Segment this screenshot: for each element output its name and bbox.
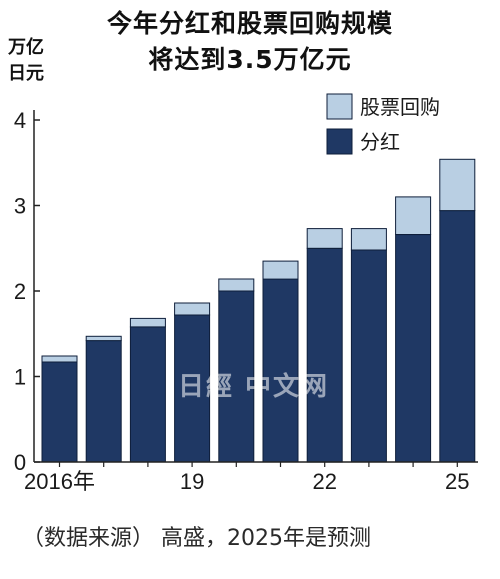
bar-buybacks	[439, 158, 476, 212]
chart-title-line2: 将达到3.5万亿元	[148, 45, 352, 74]
bar-buybacks	[41, 355, 78, 363]
x-tick-label: 22	[312, 469, 336, 494]
x-tick-label: 19	[180, 469, 204, 494]
y-tick-label: 1	[14, 365, 26, 390]
bar-buybacks	[174, 302, 211, 316]
bar-dividends	[395, 234, 432, 463]
legend-swatch	[326, 93, 353, 120]
bar-buybacks	[218, 278, 255, 292]
bar-buybacks	[350, 228, 387, 251]
watermark-logo: 日經 中文网	[178, 372, 330, 402]
bar-dividends	[306, 247, 343, 463]
y-tick-label: 2	[14, 279, 26, 304]
bar-dividends	[350, 249, 387, 463]
x-tick-label: 2016年	[24, 469, 95, 494]
x-tick-label: 25	[445, 469, 469, 494]
bar-buybacks	[129, 317, 166, 328]
bar-buybacks	[85, 335, 122, 342]
y-unit-line1: 万亿	[8, 37, 44, 58]
y-tick-label: 3	[14, 194, 26, 219]
bar-dividends	[41, 361, 78, 463]
y-unit-line2: 日元	[8, 63, 44, 84]
bar-dividends	[129, 326, 166, 463]
bar-buybacks	[262, 260, 299, 280]
legend-label: 分红	[360, 130, 400, 154]
y-tick-label: 0	[14, 450, 26, 475]
legend-swatch	[326, 128, 353, 155]
bar-buybacks	[306, 228, 343, 249]
chart-title-line1: 今年分红和股票回购规模	[106, 9, 393, 38]
y-tick-label: 4	[14, 108, 26, 133]
bar-dividends	[439, 210, 476, 463]
legend-label: 股票回购	[360, 95, 440, 119]
bar-buybacks	[395, 196, 432, 235]
bar-dividends	[85, 340, 122, 463]
source-note: （数据来源） 高盛，2025年是预测	[22, 526, 371, 551]
